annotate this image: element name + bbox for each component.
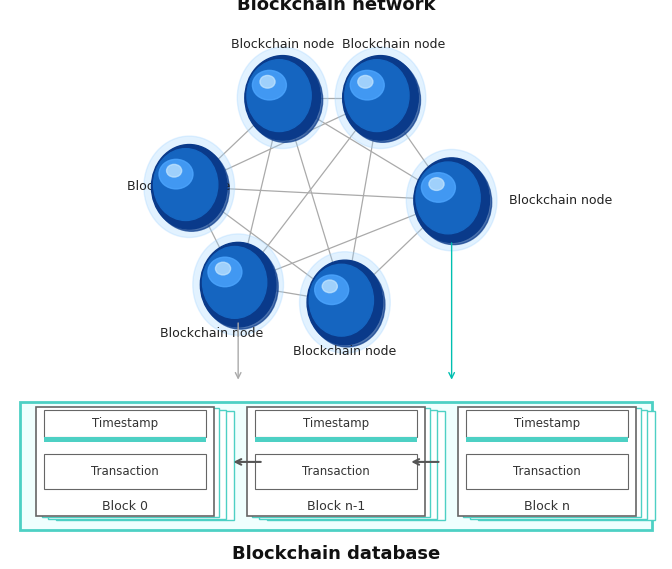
FancyBboxPatch shape xyxy=(259,410,437,518)
Ellipse shape xyxy=(200,242,276,327)
Ellipse shape xyxy=(216,262,230,275)
Ellipse shape xyxy=(421,172,456,202)
Text: Blockchain node: Blockchain node xyxy=(231,38,334,51)
Ellipse shape xyxy=(144,136,235,237)
FancyBboxPatch shape xyxy=(44,437,206,442)
Ellipse shape xyxy=(167,164,181,177)
Ellipse shape xyxy=(202,245,278,329)
Ellipse shape xyxy=(208,257,242,287)
Ellipse shape xyxy=(343,56,418,140)
FancyBboxPatch shape xyxy=(56,411,234,520)
FancyBboxPatch shape xyxy=(466,437,628,442)
Text: Blockchain database: Blockchain database xyxy=(232,545,440,563)
Ellipse shape xyxy=(416,160,492,245)
FancyBboxPatch shape xyxy=(478,411,655,520)
Ellipse shape xyxy=(247,60,311,131)
Ellipse shape xyxy=(322,280,337,292)
Text: Block n: Block n xyxy=(523,500,570,513)
Ellipse shape xyxy=(307,260,382,345)
FancyBboxPatch shape xyxy=(255,455,417,489)
FancyBboxPatch shape xyxy=(48,410,226,518)
Ellipse shape xyxy=(237,47,328,149)
Ellipse shape xyxy=(247,58,323,142)
Ellipse shape xyxy=(429,178,444,191)
Text: Transaction: Transaction xyxy=(91,465,159,479)
Ellipse shape xyxy=(154,147,229,231)
Ellipse shape xyxy=(151,145,227,229)
FancyBboxPatch shape xyxy=(255,437,417,442)
FancyBboxPatch shape xyxy=(463,409,641,517)
FancyBboxPatch shape xyxy=(42,409,220,517)
FancyBboxPatch shape xyxy=(458,407,636,517)
FancyBboxPatch shape xyxy=(267,411,445,520)
Ellipse shape xyxy=(416,162,480,234)
Text: Blockchain node: Blockchain node xyxy=(342,38,446,51)
Ellipse shape xyxy=(407,150,497,251)
Ellipse shape xyxy=(314,275,349,304)
FancyBboxPatch shape xyxy=(44,455,206,489)
Text: Timestamp: Timestamp xyxy=(303,417,369,430)
FancyBboxPatch shape xyxy=(255,410,417,437)
Ellipse shape xyxy=(309,262,385,347)
Ellipse shape xyxy=(350,71,384,100)
Text: Blockchain network: Blockchain network xyxy=(237,0,435,14)
Ellipse shape xyxy=(414,158,489,242)
Ellipse shape xyxy=(345,60,409,131)
FancyBboxPatch shape xyxy=(20,402,652,530)
Ellipse shape xyxy=(193,234,284,335)
Ellipse shape xyxy=(253,71,286,100)
Ellipse shape xyxy=(260,76,275,88)
Text: Transaction: Transaction xyxy=(302,465,370,479)
Ellipse shape xyxy=(358,76,373,88)
Ellipse shape xyxy=(335,47,426,149)
Text: Timestamp: Timestamp xyxy=(92,417,159,430)
Ellipse shape xyxy=(245,56,321,140)
FancyBboxPatch shape xyxy=(36,407,214,517)
FancyBboxPatch shape xyxy=(470,410,648,518)
Text: Block n-1: Block n-1 xyxy=(307,500,365,513)
Text: Transaction: Transaction xyxy=(513,465,581,479)
FancyBboxPatch shape xyxy=(253,409,430,517)
FancyBboxPatch shape xyxy=(44,410,206,437)
FancyBboxPatch shape xyxy=(466,455,628,489)
FancyBboxPatch shape xyxy=(247,407,425,517)
FancyBboxPatch shape xyxy=(466,410,628,437)
Text: Blockchain node: Blockchain node xyxy=(160,327,263,340)
Text: Timestamp: Timestamp xyxy=(513,417,580,430)
Ellipse shape xyxy=(159,159,193,189)
Text: Block 0: Block 0 xyxy=(102,500,149,513)
Ellipse shape xyxy=(300,251,390,353)
Ellipse shape xyxy=(345,58,421,142)
Text: Blockchain node: Blockchain node xyxy=(509,193,613,207)
Ellipse shape xyxy=(202,246,267,318)
Text: Blockchain node: Blockchain node xyxy=(293,345,396,358)
Text: Blockchain node: Blockchain node xyxy=(127,180,230,193)
Ellipse shape xyxy=(309,264,374,336)
Ellipse shape xyxy=(153,149,218,220)
